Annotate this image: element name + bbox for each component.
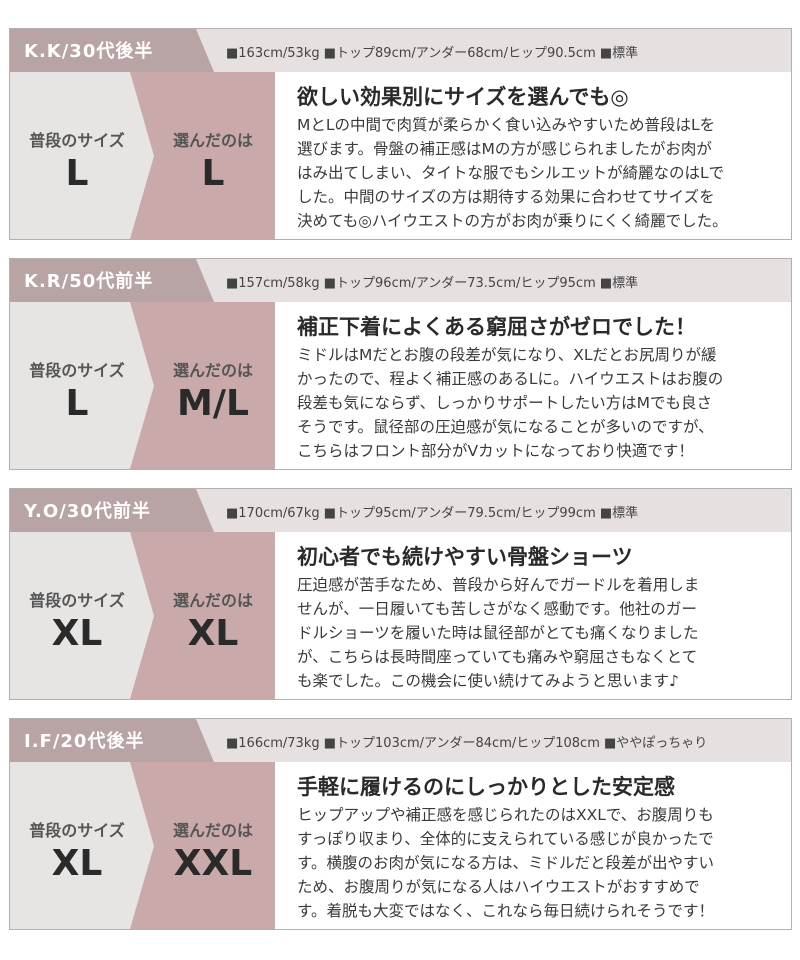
review-text: 圧迫感が苦手なため、普段から好んでガードルを着用しま	[297, 576, 700, 594]
reviewer-name: I.F/20代後半	[24, 731, 145, 752]
usual-size: L	[65, 153, 89, 194]
usual-label: 普段のサイズ	[29, 591, 125, 610]
body-stats: ■163cm/53kg ■トップ89cm/アンダー68cm/ヒップ90.5cm …	[226, 46, 639, 61]
chosen-size: M/L	[177, 383, 249, 424]
review-text: す。着脱も大変ではなく、これなら毎日続けられそうです！	[297, 902, 714, 920]
review-text: こちらはフロント部分がVカットになっており快適です！	[297, 442, 694, 460]
name-tag	[10, 259, 214, 302]
body-stats: ■157cm/58kg ■トップ96cm/アンダー73.5cm/ヒップ95cm …	[226, 276, 639, 291]
chosen-panel	[130, 72, 275, 239]
review-text: MとLの中間で肉質が柔らかく食い込みやすいため普段はLを	[297, 116, 716, 134]
review-text: 選びます。骨盤の補正感はMの方が感じられましたがお肉が	[297, 140, 712, 158]
review-text: 段差も気にならず、しっかりサポートしたい方はMでも良さ	[297, 394, 712, 412]
review-card: Y.O/30代前半 ■170cm/67kg ■トップ95cm/アンダー79.5cm…	[9, 488, 792, 700]
chosen-panel	[130, 532, 275, 699]
reviewer-name: Y.O/30代前半	[24, 501, 151, 522]
chosen-label: 選んだのは	[172, 591, 253, 610]
chosen-panel	[130, 762, 275, 929]
review-text: ため、お腹周りが気になる人はハイウエストがおすすめで	[297, 878, 700, 896]
review-text: した。中間のサイズの方は期待する効果に合わせてサイズを	[297, 188, 715, 206]
usual-label: 普段のサイズ	[29, 131, 125, 150]
chosen-label: 選んだのは	[172, 131, 253, 150]
review-text: 決めても◎ハイウエストの方がお肉が乗りにくく綺麗でした。	[297, 212, 728, 230]
name-tag	[10, 489, 214, 532]
chosen-size: XXL	[173, 843, 253, 884]
usual-label: 普段のサイズ	[29, 821, 125, 840]
card-background	[10, 719, 791, 929]
card-background	[10, 489, 791, 699]
review-text: す。横腹のお肉が気になる方は、ミドルだと段差が出やすい	[297, 854, 714, 872]
chosen-panel	[130, 302, 275, 469]
usual-size: L	[65, 383, 89, 424]
usual-panel	[10, 302, 154, 469]
review-text: はみ出てしまい、タイトな服でもシルエットが綺麗なのはLで	[297, 164, 725, 182]
review-card: I.F/20代後半 ■166cm/73kg ■トップ103cm/アンダー84cm/…	[9, 718, 792, 930]
chosen-label: 選んだのは	[172, 361, 253, 380]
review-text: ドルショーツを履いた時は鼠径部がとても痛くなりました	[297, 624, 699, 642]
name-tag	[10, 29, 214, 72]
usual-panel	[10, 532, 154, 699]
review-text: せんが、一日履いても苦しさがなく感動です。他社のガー	[297, 600, 697, 618]
review-text: が、こちらは長時間座っていても痛みや窮屈さもなくとて	[297, 648, 698, 666]
chosen-size: L	[201, 153, 225, 194]
chosen-label: 選んだのは	[172, 821, 253, 840]
reviewer-name: K.R/50代前半	[24, 271, 154, 292]
usual-label: 普段のサイズ	[29, 361, 125, 380]
reviewer-name: K.K/30代後半	[24, 41, 154, 62]
review-text: ミドルはMだとお腹の段差が気になり、XLだとお尻周りが緩	[297, 346, 717, 364]
review-headline: 手軽に履けるのにしっかりとした安定感	[297, 775, 675, 799]
review-text: そうです。鼠径部の圧迫感が気になることが多いのですが、	[297, 418, 714, 436]
body-stats: ■166cm/73kg ■トップ103cm/アンダー84cm/ヒップ108cm …	[226, 736, 708, 751]
review-headline: 初心者でも続けやすい骨盤ショーツ	[297, 545, 633, 569]
body-stats: ■170cm/67kg ■トップ95cm/アンダー79.5cm/ヒップ99cm …	[226, 506, 639, 521]
usual-panel	[10, 762, 154, 929]
review-text: ヒップアップや補正感を感じられたのはXXLで、お腹周りも	[297, 806, 714, 824]
usual-size: XL	[51, 613, 103, 654]
usual-size: XL	[51, 843, 103, 884]
review-text: すっぽり収まり、全体的に支えられている感じが良かったで	[297, 830, 714, 848]
usual-panel	[10, 72, 154, 239]
review-text: も楽でした。この機会に使い続けてみようと思います♪	[297, 672, 679, 690]
name-tag	[10, 719, 214, 762]
review-text: かったので、程よく補正感のあるLに。ハイウエストはお腹の	[297, 370, 724, 388]
review-headline: 補正下着によくある窮屈さがゼロでした！	[297, 315, 696, 339]
card-background	[10, 259, 791, 469]
review-headline: 欲しい効果別にサイズを選んでも◎	[297, 85, 629, 109]
review-card: K.R/50代前半 ■157cm/58kg ■トップ96cm/アンダー73.5cm…	[9, 258, 792, 470]
card-background	[10, 29, 791, 239]
review-card: K.K/30代後半 ■163cm/53kg ■トップ89cm/アンダー68cm/ヒ…	[9, 28, 792, 240]
chosen-size: XL	[187, 613, 239, 654]
